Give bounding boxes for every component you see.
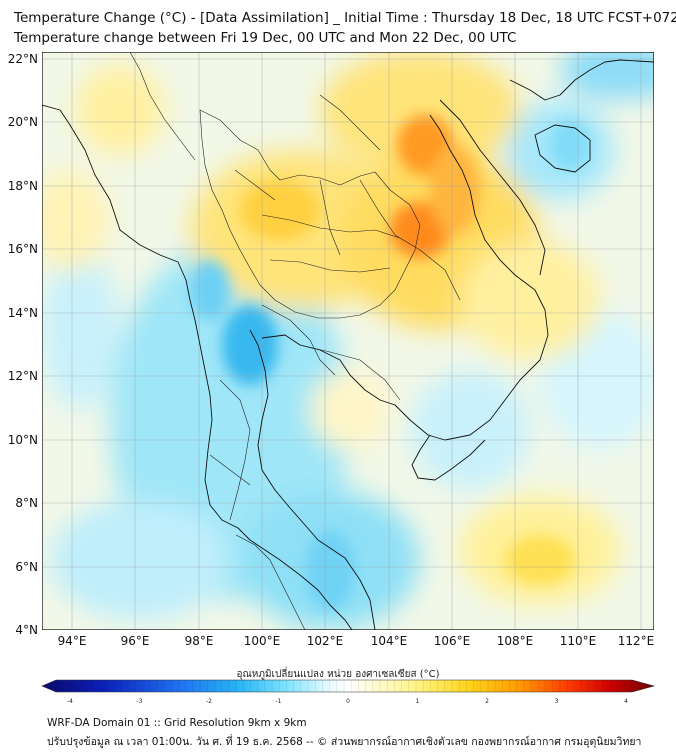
lat-label: 6°N	[15, 560, 38, 574]
lon-label: 98°E	[185, 634, 214, 648]
colorbar-tick-label: 3	[555, 698, 559, 705]
colorbar-tick-label: 1	[416, 698, 420, 705]
lat-label: 18°N	[8, 179, 38, 193]
footer-model-info: WRF-DA Domain 01 :: Grid Resolution 9km …	[47, 717, 307, 729]
lat-label: 20°N	[8, 115, 38, 129]
lat-label: 10°N	[8, 433, 38, 447]
colorbar-tick-label: 4	[624, 698, 628, 705]
colorbar: -4 -3 -2 -1 0 1 2 3 4	[41, 679, 656, 705]
latitude-labels: 22°N 20°N 18°N 16°N 14°N 12°N 10°N 8°N 6…	[8, 52, 38, 637]
colorbar-tick-label: -1	[276, 698, 282, 705]
lat-label: 8°N	[15, 496, 38, 510]
colorbar-bar	[41, 679, 656, 693]
colorbar-tick-label: -3	[137, 698, 143, 705]
lon-label: 108°E	[497, 634, 534, 648]
lon-label: 110°E	[560, 634, 597, 648]
temperature-field	[42, 52, 654, 630]
lat-label: 14°N	[8, 306, 38, 320]
admin-borders	[129, 52, 461, 630]
map-subtitle: Temperature change between Fri 19 Dec, 0…	[14, 30, 517, 46]
lat-label: 12°N	[8, 369, 38, 383]
lon-label: 96°E	[121, 634, 150, 648]
colorbar-ticks: -4 -3 -2 -1 0 1 2 3 4	[55, 680, 633, 705]
coastlines	[42, 59, 654, 630]
lon-label: 104°E	[371, 634, 408, 648]
lat-label: 4°N	[15, 623, 38, 637]
footer-credit: ปรับปรุงข้อมูล ณ เวลา 01:00น. วัน ศ. ที่…	[47, 736, 642, 748]
longitude-labels: 94°E 96°E 98°E 100°E 102°E 104°E 106°E 1…	[58, 634, 655, 648]
lon-label: 94°E	[58, 634, 87, 648]
lon-label: 106°E	[434, 634, 471, 648]
lon-label: 112°E	[618, 634, 655, 648]
map-title: Temperature Change (°C) - [Data Assimila…	[14, 10, 676, 26]
colorbar-title: อุณหภูมิเปลี่ยนแปลง หน่วย องศาเซลเซียส (…	[236, 669, 440, 680]
lon-label: 100°E	[244, 634, 281, 648]
colorbar-tick-label: 0	[346, 698, 350, 705]
lon-label: 102°E	[307, 634, 344, 648]
lat-label: 16°N	[8, 242, 38, 256]
colorbar-tick-label: 2	[485, 698, 489, 705]
colorbar-tick-label: -2	[206, 698, 212, 705]
colorbar-tick-label: -4	[67, 698, 73, 705]
lat-label: 22°N	[8, 52, 38, 66]
